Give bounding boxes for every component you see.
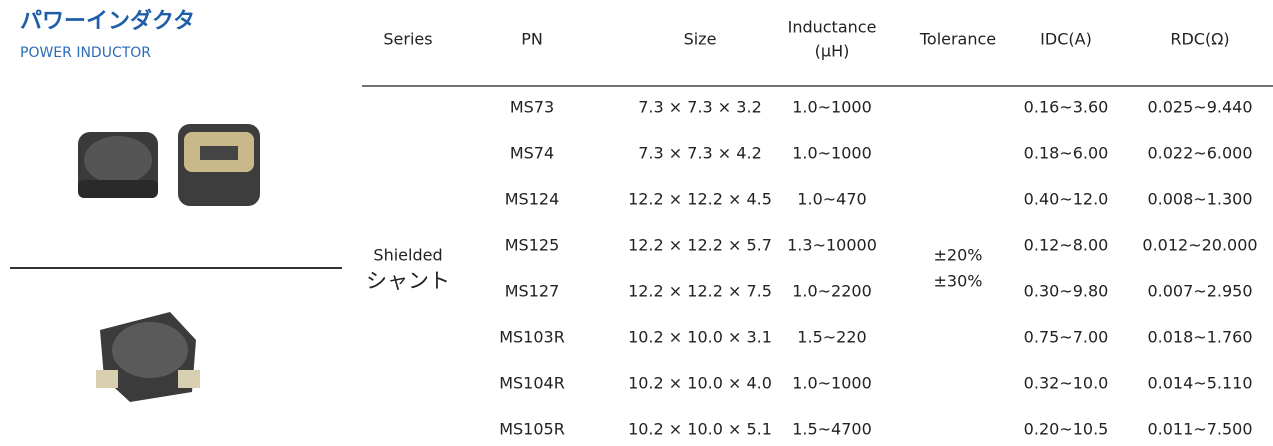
table-cell: 0.32~10.0	[1024, 374, 1109, 393]
column-header: Size	[684, 30, 717, 49]
table-cell: 0.75~7.00	[1024, 328, 1109, 347]
table-cell: MS74	[510, 144, 554, 163]
table-cell: MS125	[505, 236, 560, 255]
series-name: シャント	[366, 269, 450, 293]
table-cell: 0.011~7.500	[1147, 420, 1252, 439]
column-header: (μH)	[815, 42, 850, 61]
table-cell: 1.0~1000	[792, 374, 872, 393]
table-cell: 0.018~1.760	[1147, 328, 1252, 347]
table-cell: 12.2 × 12.2 × 4.5	[628, 190, 772, 209]
table-cell: 10.2 × 10.0 × 5.1	[628, 420, 772, 439]
table-cell: MS124	[505, 190, 560, 209]
column-header: IDC(A)	[1040, 30, 1092, 49]
table-cell: MS103R	[499, 328, 565, 347]
table-cell: 1.3~10000	[787, 236, 877, 255]
table-cell: 12.2 × 12.2 × 5.7	[628, 236, 772, 255]
column-header: Series	[383, 30, 432, 49]
column-header: Inductance	[788, 18, 877, 37]
column-header: Tolerance	[919, 30, 996, 49]
table-cell: 0.012~20.000	[1142, 236, 1257, 255]
table-cell: MS105R	[499, 420, 565, 439]
product-photo	[96, 312, 200, 402]
table-cell: 1.0~1000	[792, 144, 872, 163]
table-cell: MS127	[505, 282, 560, 301]
product-photo	[78, 124, 260, 206]
table-cell: 0.30~9.80	[1024, 282, 1109, 301]
table-cell: 7.3 × 7.3 × 3.2	[638, 98, 762, 117]
table-cell: MS104R	[499, 374, 565, 393]
table-cell: 1.0~1000	[792, 98, 872, 117]
table-cell: 1.0~2200	[792, 282, 872, 301]
table-cell: 0.025~9.440	[1147, 98, 1252, 117]
table-cell: 0.16~3.60	[1024, 98, 1109, 117]
table-cell: MS73	[510, 98, 554, 117]
subtitle: POWER INDUCTOR	[20, 45, 151, 61]
table-cell: 1.5~4700	[792, 420, 872, 439]
column-header: RDC(Ω)	[1170, 30, 1229, 49]
table-cell: 12.2 × 12.2 × 7.5	[628, 282, 772, 301]
tolerance: ±20%	[934, 246, 983, 265]
table-cell: 0.20~10.5	[1024, 420, 1109, 439]
table-cell: 1.0~470	[797, 190, 866, 209]
table-cell: 0.022~6.000	[1147, 144, 1252, 163]
table-cell: 1.5~220	[797, 328, 866, 347]
table-cell: 0.007~2.950	[1147, 282, 1252, 301]
title: パワーインダクタ	[20, 8, 195, 34]
tolerance: ±30%	[934, 272, 983, 291]
table-cell: 10.2 × 10.0 × 3.1	[628, 328, 772, 347]
table-cell: 0.12~8.00	[1024, 236, 1109, 255]
table-cell: 10.2 × 10.0 × 4.0	[628, 374, 772, 393]
table-cell: 0.18~6.00	[1024, 144, 1109, 163]
series-name: Shielded	[373, 246, 442, 265]
table-cell: 0.014~5.110	[1147, 374, 1252, 393]
column-header: PN	[521, 30, 543, 49]
table-cell: 7.3 × 7.3 × 4.2	[638, 144, 762, 163]
table-cell: 0.40~12.0	[1024, 190, 1109, 209]
table-cell: 0.008~1.300	[1147, 190, 1252, 209]
